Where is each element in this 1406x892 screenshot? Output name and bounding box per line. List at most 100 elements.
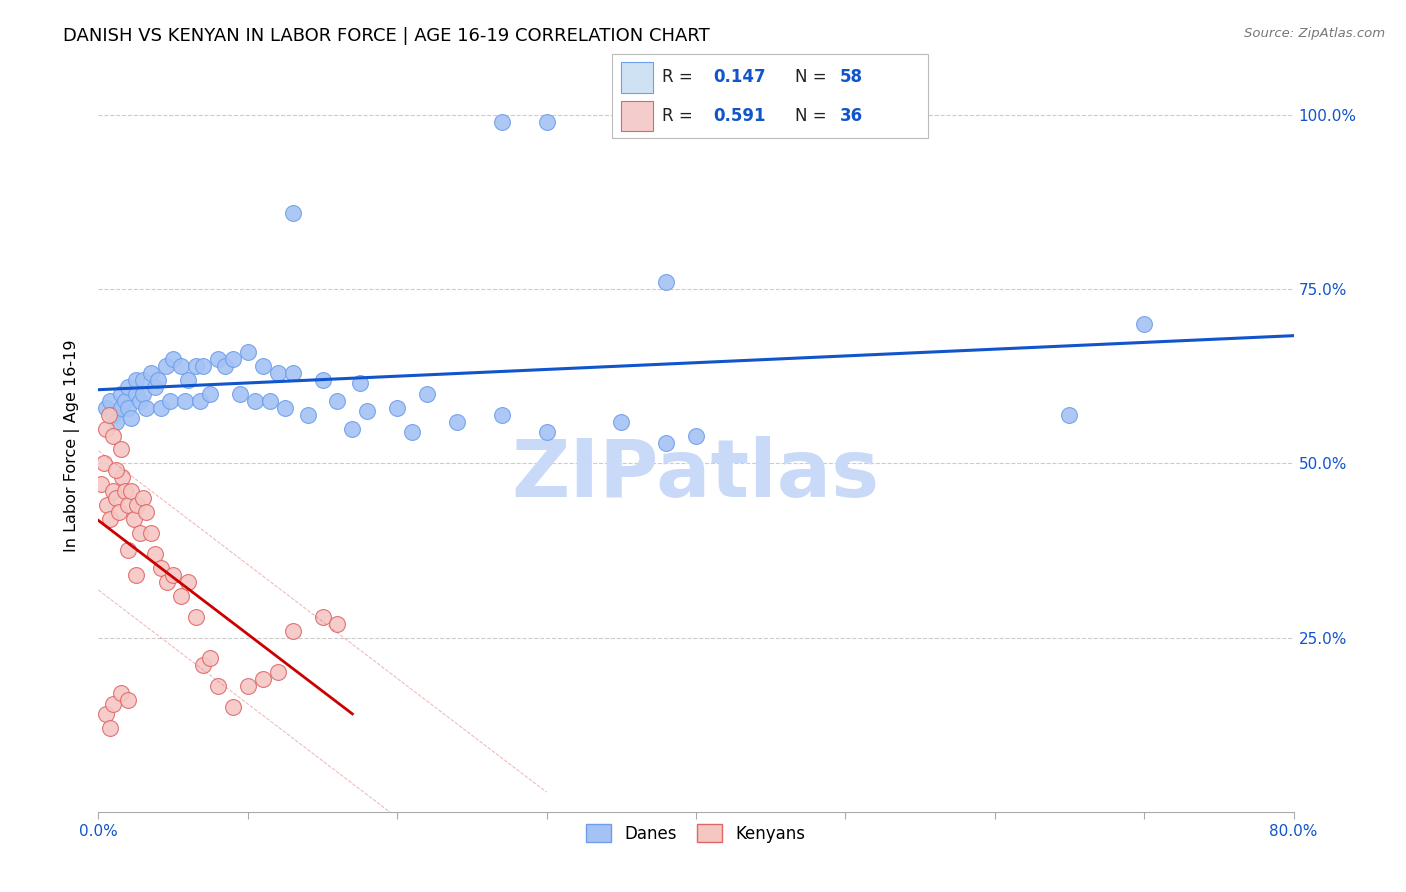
Point [245,393,267,408]
Point [143,547,166,561]
Point [110,401,132,415]
Point [103,697,125,711]
Point [655,435,678,450]
Point [281,624,304,638]
Point [94,707,117,722]
Point [135,505,157,519]
Point [94,421,117,435]
Point [148,373,170,387]
Point [222,700,245,714]
Point [105,415,128,429]
Point [655,275,678,289]
Text: 0.591: 0.591 [713,107,765,125]
Point [98,721,122,735]
Point [120,411,142,425]
Point [349,376,371,391]
Point [125,373,148,387]
Text: 58: 58 [839,69,862,87]
Point [155,359,177,373]
Point [125,386,148,401]
Point [117,498,139,512]
Point [103,428,125,442]
Point [342,421,364,435]
Point [177,373,200,387]
Point [114,484,136,499]
Point [143,380,166,394]
Point [536,115,558,129]
Point [326,393,349,408]
Point [191,658,214,673]
Point [108,505,131,519]
FancyBboxPatch shape [621,101,652,131]
Point [685,428,707,442]
Point [174,393,197,408]
Point [207,351,229,366]
Point [311,373,333,387]
Point [127,498,149,512]
Point [188,393,211,408]
Point [139,526,162,541]
Text: R =: R = [662,107,699,125]
Point [200,386,222,401]
Point [1059,408,1081,422]
Point [110,386,132,401]
Point [184,359,207,373]
Point [200,651,222,665]
Text: R =: R = [662,69,699,87]
Point [326,616,349,631]
Text: 36: 36 [839,107,862,125]
Point [135,401,157,415]
Point [252,673,274,687]
Point [1133,317,1156,331]
Point [267,665,290,680]
Point [162,351,184,366]
Point [491,115,513,129]
Point [236,679,259,693]
Point [132,386,155,401]
Text: Source: ZipAtlas.com: Source: ZipAtlas.com [1244,27,1385,40]
Point [252,359,274,373]
Point [117,380,139,394]
Point [236,345,259,359]
FancyBboxPatch shape [612,54,928,138]
Point [281,205,304,219]
Point [222,351,245,366]
Point [267,366,290,380]
Point [98,393,122,408]
Point [93,457,115,471]
Point [169,359,191,373]
Point [129,393,152,408]
Point [120,484,142,499]
Point [132,373,155,387]
Point [401,425,423,439]
Point [446,415,468,429]
Point [150,401,173,415]
Y-axis label: In Labor Force | Age 16-19: In Labor Force | Age 16-19 [63,340,80,552]
Text: DANISH VS KENYAN IN LABOR FORCE | AGE 16-19 CORRELATION CHART: DANISH VS KENYAN IN LABOR FORCE | AGE 16… [63,27,710,45]
Point [536,425,558,439]
Point [125,567,148,582]
Point [97,408,120,422]
Point [124,512,146,526]
Text: 0.147: 0.147 [713,69,765,87]
Point [259,393,281,408]
Legend: Danes, Kenyans: Danes, Kenyans [578,816,814,851]
Point [156,574,179,589]
Point [169,589,191,603]
Point [150,561,173,575]
Point [94,401,117,415]
Point [114,393,136,408]
Point [111,470,134,484]
Point [96,498,118,512]
Point [132,491,155,506]
Point [105,491,128,506]
Point [129,526,152,541]
Point [229,386,252,401]
Point [162,567,184,582]
FancyBboxPatch shape [621,62,652,93]
Text: ZIPatlas: ZIPatlas [512,436,880,515]
Point [281,366,304,380]
Point [90,477,112,491]
Point [416,386,439,401]
Point [110,686,132,700]
